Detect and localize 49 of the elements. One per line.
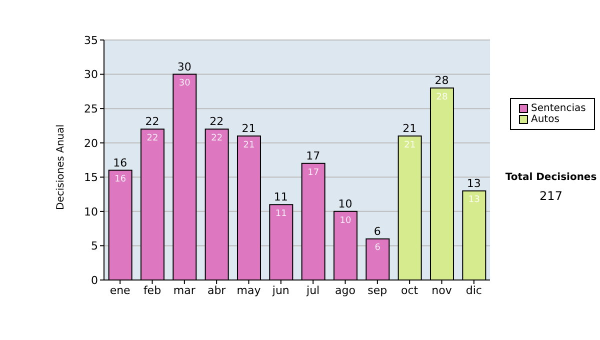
legend-label: Sentencias (531, 103, 586, 114)
data-label: 30 (178, 78, 191, 89)
annotation: 13 (466, 176, 481, 190)
x-tick-label: abr (207, 284, 226, 297)
x-tick-label: dic (466, 284, 482, 297)
text: Total Decisiones (505, 172, 597, 183)
y-tick-label: 10 (84, 205, 98, 218)
x-tick-label: sep (368, 284, 388, 297)
y-tick-label: 35 (84, 34, 98, 47)
annotation: 6 (374, 224, 381, 238)
data-label: 21 (243, 140, 255, 150)
data-label: 22 (211, 134, 223, 144)
x-tick-label: ene (110, 284, 131, 297)
data-label: 11 (275, 208, 287, 219)
x-tick-label: feb (143, 284, 162, 297)
x-tick-label: jul (306, 284, 320, 297)
annotation: 11 (274, 190, 288, 204)
data-label: 10 (340, 216, 352, 226)
data-label: 17 (308, 168, 320, 178)
data-label: 28 (436, 92, 448, 102)
y-axis-title: Decisiones Anual (56, 124, 67, 210)
annotation: 17 (306, 149, 320, 162)
x-tick-label: nov (432, 284, 452, 297)
annotation: 16 (113, 156, 128, 170)
x-tick-label: oct (401, 284, 419, 297)
annotation: 21 (242, 122, 256, 135)
text: 217 (538, 189, 564, 203)
y-tick-label: 0 (91, 274, 98, 287)
annotation: 28 (434, 74, 449, 87)
data-label: 13 (468, 195, 480, 206)
y-tick-label: 25 (84, 102, 98, 116)
data-label: 16 (114, 174, 126, 185)
x-tick-label: ago (335, 284, 356, 297)
annotation: 30 (177, 60, 192, 74)
legend-label: Autos (531, 114, 560, 125)
annotation: 10 (338, 197, 352, 210)
annotation: 22 (210, 115, 224, 128)
x-tick-label: may (236, 284, 262, 297)
y-tick-label: 30 (84, 68, 98, 82)
y-tick-label: 5 (91, 240, 98, 253)
annotation: 22 (145, 115, 160, 128)
data-label: 21 (404, 140, 416, 150)
x-tick-label: jun (271, 284, 290, 297)
annotation: 21 (402, 122, 417, 135)
x-tick-label: mar (173, 284, 196, 297)
y-tick-label: 20 (84, 136, 98, 150)
data-label: 22 (146, 134, 158, 144)
data-label: 6 (374, 243, 381, 254)
y-tick-label: 15 (84, 171, 98, 184)
